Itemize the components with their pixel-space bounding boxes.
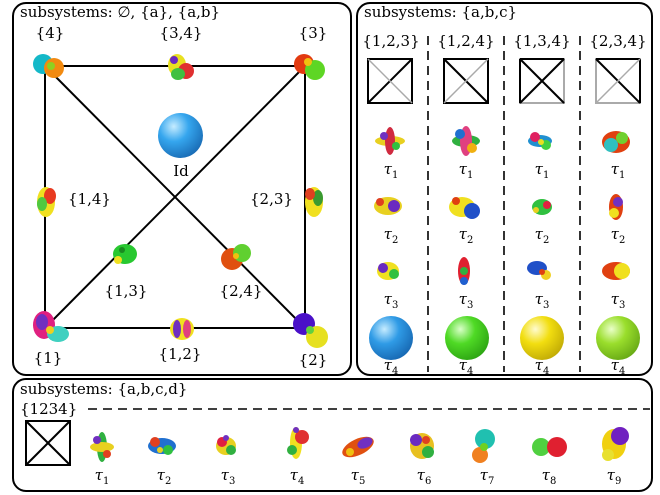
sphere-123-tau4 — [369, 316, 413, 360]
label-node-1: {1} — [33, 349, 63, 367]
label-node-23: {2,3} — [250, 190, 293, 208]
column-header-134: {1,3,4} — [513, 32, 571, 50]
tau-label-col4-row1: τ1 — [610, 160, 626, 181]
label-node-34: {3,4} — [159, 24, 203, 42]
tau-label-col3-row3: τ3 — [534, 290, 550, 311]
tau-label-col2-row4: τ4 — [458, 356, 474, 377]
node-13-orbital — [110, 242, 140, 272]
tau-label-bottom-2: τ2 — [156, 466, 172, 487]
orbital-134-tau2 — [532, 199, 552, 215]
node-24-orbital — [218, 242, 254, 276]
tau-label-col1-row3: τ3 — [383, 290, 399, 311]
orbital-123-tau1 — [375, 127, 405, 155]
crossed-box-icon-123 — [367, 58, 413, 104]
crossed-box-icon-1234 — [25, 420, 71, 466]
orbital-124-tau1 — [452, 126, 480, 156]
column-header-123: {1,2,3} — [362, 32, 420, 50]
orbital-123-tau3 — [377, 262, 399, 280]
label-node-14: {1,4} — [68, 190, 111, 208]
panel-three-party-title: subsystems: {a,b,c} — [364, 3, 518, 21]
sphere-234-tau4 — [596, 316, 640, 360]
tau-label-col2-row2: τ2 — [458, 225, 474, 246]
label-node-3: {3} — [298, 24, 328, 42]
tau-label-bottom-1: τ1 — [94, 466, 110, 487]
tau-label-col3-row2: τ2 — [534, 225, 550, 246]
tau-label-bottom-8: τ8 — [541, 466, 557, 487]
row-label-1234: {1234} — [20, 400, 78, 418]
orbital-1234-tau8 — [532, 437, 567, 457]
tau-label-col2-row3: τ3 — [458, 290, 474, 311]
sphere-124-tau4 — [445, 316, 489, 360]
panel-four-party-subsystems — [12, 378, 653, 492]
label-node-4: {4} — [35, 24, 65, 42]
label-node-13: {1,3} — [104, 282, 148, 300]
orbital-1234-tau4 — [287, 427, 309, 459]
node-3-orbital — [293, 53, 329, 87]
tau-label-col1-row4: τ4 — [383, 356, 399, 377]
tau-label-col3-row1: τ1 — [534, 160, 550, 181]
orbital-1234-tau3 — [216, 435, 236, 455]
orbital-234-tau2 — [609, 194, 623, 220]
tau-label-col1-row2: τ2 — [383, 225, 399, 246]
crossed-box-icon-134 — [519, 58, 565, 104]
orbital-124-tau2 — [449, 197, 480, 219]
tau-label-bottom-3: τ3 — [220, 466, 236, 487]
orbital-124-tau3 — [458, 257, 470, 285]
tau-label-col4-row4: τ4 — [610, 356, 626, 377]
node-14-orbital — [32, 182, 64, 224]
tau-label-col2-row1: τ1 — [458, 160, 474, 181]
orbital-1234-tau6 — [410, 433, 434, 459]
crossed-box-icon-234 — [595, 58, 641, 104]
tau-label-col4-row3: τ3 — [610, 290, 626, 311]
orbital-234-tau3 — [602, 262, 630, 280]
node-23-orbital — [300, 182, 334, 226]
tau-label-col4-row2: τ2 — [610, 225, 626, 246]
panel-small-subsystems-title: subsystems: ∅, {a}, {a,b} — [20, 3, 221, 21]
orbital-1234-tau2 — [148, 437, 176, 455]
node-12-orbital — [168, 316, 198, 346]
label-node-2: {2} — [298, 351, 328, 369]
orbital-234-tau1 — [602, 131, 630, 153]
column-header-234: {2,3,4} — [589, 32, 647, 50]
tau-label-bottom-6: τ6 — [416, 466, 432, 487]
node-4-orbital — [32, 53, 68, 85]
identity-sphere — [158, 113, 203, 158]
tau-label-bottom-7: τ7 — [479, 466, 495, 487]
orbital-1234-tau9 — [602, 427, 629, 461]
orbital-1234-tau7 — [472, 429, 495, 463]
orbital-134-tau3 — [527, 261, 551, 280]
label-node-24: {2,4} — [219, 282, 263, 300]
sphere-134-tau4 — [520, 316, 564, 360]
tau-label-col1-row1: τ1 — [383, 160, 399, 181]
label-identity: Id — [173, 162, 189, 180]
panel-four-party-title: subsystems: {a,b,c,d} — [20, 380, 188, 398]
tau-label-bottom-5: τ5 — [350, 466, 366, 487]
column-header-124: {1,2,4} — [437, 32, 495, 50]
tau-label-col3-row4: τ4 — [534, 356, 550, 377]
orbital-134-tau1 — [528, 132, 552, 150]
orbital-1234-tau5 — [342, 436, 374, 458]
node-2-orbital — [293, 313, 333, 353]
orbital-123-tau2 — [374, 197, 402, 215]
node-34-orbital — [164, 52, 198, 88]
crossed-box-icon-124 — [443, 58, 489, 104]
tau-label-bottom-9: τ9 — [606, 466, 622, 487]
label-node-12: {1,2} — [158, 345, 202, 363]
node-1-orbital — [30, 310, 72, 350]
orbital-1234-tau1 — [90, 432, 114, 462]
tau-label-bottom-4: τ4 — [289, 466, 305, 487]
